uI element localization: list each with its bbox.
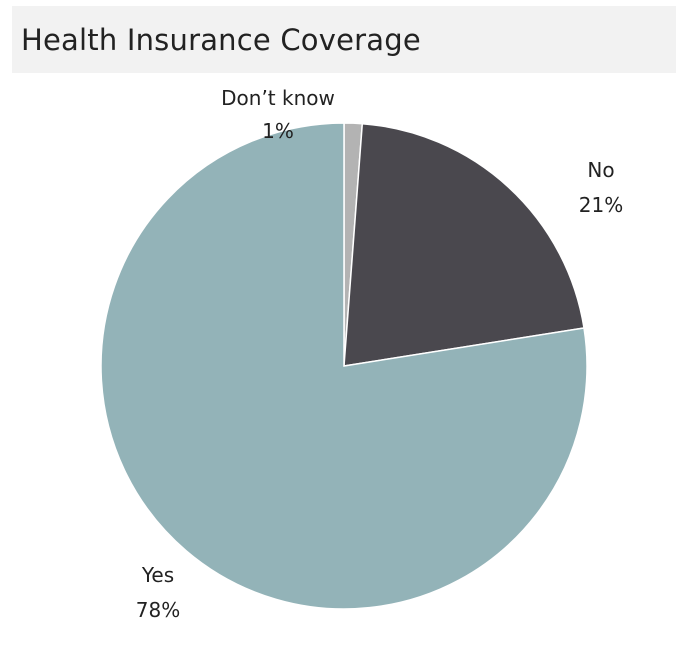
slice-value-label: 78% bbox=[136, 598, 180, 622]
slice-value-label: 1% bbox=[262, 119, 294, 143]
slice-label: Yes bbox=[141, 563, 174, 587]
pie-slice-no bbox=[343, 122, 585, 367]
slice-value-label: 21% bbox=[579, 193, 623, 217]
pie-slices bbox=[100, 122, 588, 610]
pie-slice-yes bbox=[100, 122, 588, 610]
slice-label: No bbox=[587, 158, 614, 182]
slice-label: Don’t know bbox=[221, 86, 335, 110]
pie-labels: Don’t know 1% No 21% Yes 78% bbox=[136, 86, 623, 622]
chart-title: Health Insurance Coverage bbox=[21, 23, 421, 57]
title-bar: Health Insurance Coverage bbox=[12, 6, 676, 73]
